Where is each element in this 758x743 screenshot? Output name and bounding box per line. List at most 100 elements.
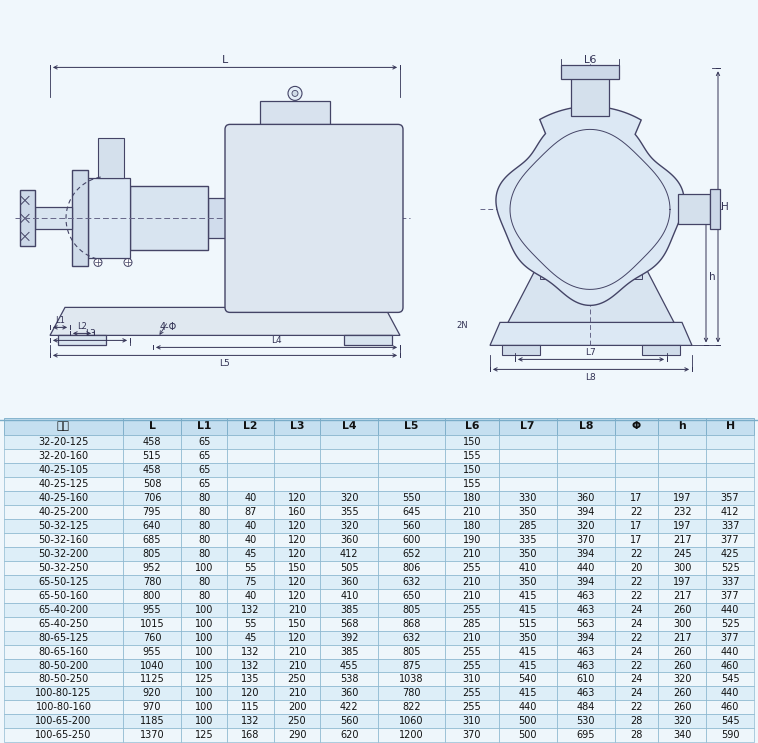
Bar (320, 477, 378, 490)
Circle shape (214, 213, 224, 224)
Bar (320, 617, 378, 631)
Text: 65: 65 (198, 478, 211, 489)
Text: 1038: 1038 (399, 675, 424, 684)
Polygon shape (50, 308, 400, 335)
Circle shape (518, 137, 662, 282)
Text: 120: 120 (288, 548, 306, 559)
Text: 458: 458 (143, 464, 161, 475)
Bar (274, 588, 320, 603)
Bar (445, 463, 499, 477)
Bar (123, 617, 181, 631)
Bar (227, 658, 274, 672)
Text: 100: 100 (195, 716, 214, 727)
Circle shape (552, 172, 628, 247)
Text: 955: 955 (143, 646, 161, 657)
Bar (320, 658, 378, 672)
Bar (658, 463, 706, 477)
Text: 412: 412 (340, 548, 359, 559)
Bar (123, 701, 181, 715)
Bar (227, 603, 274, 617)
Text: 260: 260 (673, 646, 691, 657)
Circle shape (628, 160, 640, 172)
Text: 460: 460 (721, 661, 739, 670)
Bar (181, 574, 227, 588)
Text: 952: 952 (143, 562, 161, 573)
Bar (445, 701, 499, 715)
Bar (445, 547, 499, 561)
Text: L6: L6 (584, 56, 597, 65)
Text: 80-50-200: 80-50-200 (39, 661, 89, 670)
Bar (227, 490, 274, 504)
Bar (181, 449, 227, 463)
Text: 75: 75 (244, 577, 257, 587)
Text: 132: 132 (241, 716, 260, 727)
Circle shape (292, 91, 298, 97)
Text: 610: 610 (577, 675, 595, 684)
Text: 50-32-160: 50-32-160 (39, 535, 89, 545)
Bar (445, 418, 499, 435)
Bar (445, 477, 499, 490)
Text: 920: 920 (143, 689, 161, 698)
Text: 868: 868 (402, 619, 421, 629)
Bar (4, 561, 123, 574)
Text: 120: 120 (288, 521, 306, 531)
Bar (123, 490, 181, 504)
Text: 600: 600 (402, 535, 421, 545)
Text: 706: 706 (143, 493, 161, 503)
Text: 50-32-125: 50-32-125 (39, 521, 89, 531)
Bar (556, 547, 615, 561)
Text: 120: 120 (288, 577, 306, 587)
Text: 440: 440 (721, 646, 739, 657)
Bar (658, 603, 706, 617)
Text: 632: 632 (402, 577, 421, 587)
Bar (320, 504, 378, 519)
Bar (181, 715, 227, 728)
Bar (499, 617, 556, 631)
Text: 822: 822 (402, 702, 421, 713)
Bar (445, 435, 499, 449)
Text: 563: 563 (577, 619, 595, 629)
Bar (445, 687, 499, 701)
Text: 463: 463 (577, 605, 595, 614)
Text: 80-65-160: 80-65-160 (39, 646, 89, 657)
Bar (706, 658, 754, 672)
Bar (227, 547, 274, 561)
Text: 22: 22 (630, 548, 643, 559)
Text: 463: 463 (577, 689, 595, 698)
Bar (181, 561, 227, 574)
Bar (540, 267, 560, 279)
Text: 210: 210 (462, 507, 481, 516)
Text: 620: 620 (340, 730, 359, 741)
Text: 100-65-200: 100-65-200 (36, 716, 92, 727)
Bar (556, 490, 615, 504)
Text: 560: 560 (402, 521, 421, 531)
Text: 392: 392 (340, 632, 359, 643)
Text: 460: 460 (721, 702, 739, 713)
Text: 32-20-160: 32-20-160 (39, 451, 89, 461)
Text: 357: 357 (721, 493, 739, 503)
Text: 100: 100 (195, 562, 214, 573)
Bar (706, 435, 754, 449)
Text: 190: 190 (462, 535, 481, 545)
Bar (320, 701, 378, 715)
Bar (320, 490, 378, 504)
Circle shape (288, 86, 302, 100)
Bar (658, 477, 706, 490)
Text: 525: 525 (721, 619, 740, 629)
Bar (556, 463, 615, 477)
Text: 255: 255 (462, 605, 481, 614)
Text: 2N: 2N (456, 321, 468, 330)
Text: 800: 800 (143, 591, 161, 600)
Bar (181, 547, 227, 561)
Text: h: h (709, 273, 716, 282)
Bar (320, 463, 378, 477)
Bar (499, 588, 556, 603)
Bar (123, 463, 181, 477)
Bar (227, 449, 274, 463)
Text: 500: 500 (518, 716, 537, 727)
Text: 40-25-160: 40-25-160 (39, 493, 89, 503)
Bar (706, 463, 754, 477)
Bar (227, 644, 274, 658)
Text: 410: 410 (518, 562, 537, 573)
Text: 394: 394 (577, 577, 595, 587)
